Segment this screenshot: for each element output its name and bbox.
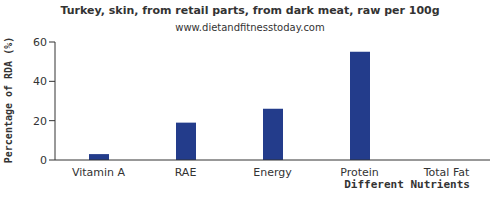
svg-text:0: 0 (40, 154, 47, 167)
html-text:Different Nutrients: Different Nutrients (344, 178, 470, 191)
svg-text:RAE: RAE (175, 166, 197, 179)
html-text:Percentage of RDA (%): Percentage of RDA (%) (2, 36, 14, 164)
html-text:www.dietandfitnesstoday.com: www.dietandfitnesstoday.com (175, 22, 325, 33)
svg-text:60: 60 (33, 36, 47, 49)
svg-text:40: 40 (33, 75, 47, 88)
svg-text:Vitamin A: Vitamin A (72, 166, 126, 179)
html-text:Turkey, skin, from retail part: Turkey, skin, from retail parts, from da… (60, 4, 440, 17)
svg-text:20: 20 (33, 115, 47, 128)
svg-text:Protein: Protein (340, 166, 379, 179)
svg-text:Energy: Energy (253, 166, 292, 179)
svg-text:Total Fat: Total Fat (423, 166, 470, 179)
